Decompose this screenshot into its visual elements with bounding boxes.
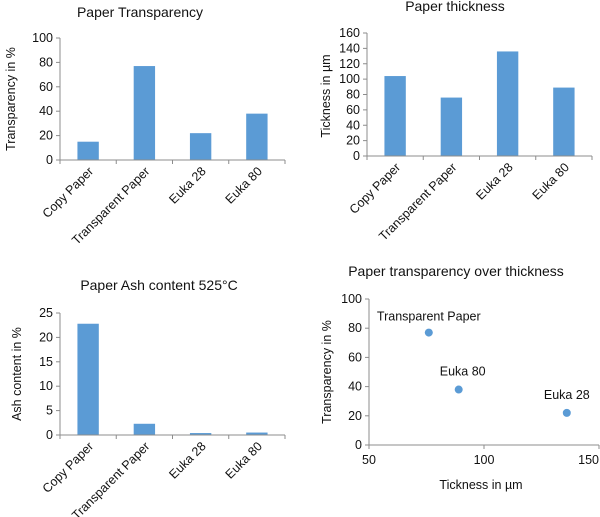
- y-tick-label: 5: [46, 404, 53, 418]
- bar-euka-28: [496, 51, 519, 157]
- y-tick-label: 60: [348, 350, 362, 364]
- y-tick-label: 100: [341, 292, 362, 306]
- y-axis-label: Tickness in µm: [319, 54, 333, 137]
- y-tick-label: 60: [346, 103, 360, 117]
- chart-title: Paper Ash content 525°C: [80, 277, 237, 293]
- y-axis-label: Transparency in %: [320, 320, 334, 424]
- chart-paper-transparency: Paper Transparency Transparency in % 0 20 40…: [4, 4, 286, 247]
- bar-euka-80: [246, 432, 268, 435]
- y-tick-label: 80: [348, 321, 362, 335]
- y-axis-label: Ash content in %: [10, 327, 24, 421]
- bar-copy-paper: [384, 76, 406, 156]
- point-label: Euka 28: [544, 388, 590, 402]
- point-label: Transparent Paper: [377, 310, 481, 324]
- x-tick-label: Euka 28: [166, 164, 208, 206]
- x-tick-label: 50: [362, 453, 376, 467]
- x-axis-label: Tickness in µm: [439, 478, 522, 492]
- y-tick-label: 0: [46, 428, 53, 442]
- y-tick-label: 40: [39, 104, 53, 118]
- y-tick-label: 15: [39, 355, 53, 369]
- chart-paper-ash-content: Paper Ash content 525°C Ash content in % 0…: [10, 277, 286, 517]
- bar-transparent-paper: [133, 423, 156, 435]
- y-tick-label: 140: [339, 41, 360, 55]
- bar-copy-paper: [77, 141, 99, 160]
- bar-transparent-paper: [440, 97, 463, 156]
- y-tick-label: 20: [346, 134, 360, 148]
- y-tick-label: 160: [339, 26, 360, 40]
- y-tick-label: 10: [39, 379, 53, 393]
- point-euka-28: [562, 408, 571, 417]
- y-tick-label: 40: [346, 118, 360, 132]
- y-tick-label: 100: [32, 31, 53, 45]
- y-tick-label: 20: [348, 409, 362, 423]
- y-axis-label: Transparency in %: [4, 47, 18, 151]
- point-label: Euka 80: [440, 365, 486, 379]
- x-tick-label: Copy Paper: [40, 164, 97, 221]
- x-tick-label: Euka 80: [223, 164, 265, 206]
- x-tick-label: Euka 28: [473, 160, 515, 202]
- bar-euka-80: [553, 87, 575, 156]
- y-tick-label: 80: [346, 88, 360, 102]
- chart-title: Paper thickness: [405, 0, 505, 14]
- y-tick-label: 0: [355, 438, 362, 452]
- x-tick-label: Euka 28: [166, 439, 208, 481]
- point-euka-80: [454, 385, 463, 394]
- y-tick-label: 20: [39, 330, 53, 344]
- chart-transparency-over-thickness: Paper transparency over thickness Transpa…: [320, 263, 600, 492]
- point-transparent-paper: [424, 328, 433, 337]
- bar-transparent-paper: [133, 66, 156, 160]
- chart-title: Paper Transparency: [77, 4, 203, 20]
- y-tick-label: 0: [353, 149, 360, 163]
- bar-euka-80: [246, 113, 268, 160]
- chart-title: Paper transparency over thickness: [348, 263, 564, 279]
- y-tick-label: 60: [39, 80, 53, 94]
- x-tick-label: Euka 80: [223, 439, 265, 481]
- bar-euka-28: [189, 433, 212, 435]
- y-tick-label: 120: [339, 57, 360, 71]
- y-tick-label: 80: [39, 55, 53, 69]
- y-tick-label: 100: [339, 72, 360, 86]
- y-tick-label: 20: [39, 129, 53, 143]
- x-tick-label: 150: [578, 453, 599, 467]
- x-tick-label: Euka 80: [530, 160, 572, 202]
- bar-euka-28: [189, 133, 212, 160]
- x-tick-label: Copy Paper: [40, 439, 97, 496]
- bar-copy-paper: [77, 323, 99, 435]
- x-tick-label: Copy Paper: [347, 160, 404, 217]
- x-tick-label: 100: [474, 453, 495, 467]
- y-tick-label: 0: [46, 153, 53, 167]
- y-tick-label: 40: [348, 380, 362, 394]
- y-tick-label: 25: [39, 306, 53, 320]
